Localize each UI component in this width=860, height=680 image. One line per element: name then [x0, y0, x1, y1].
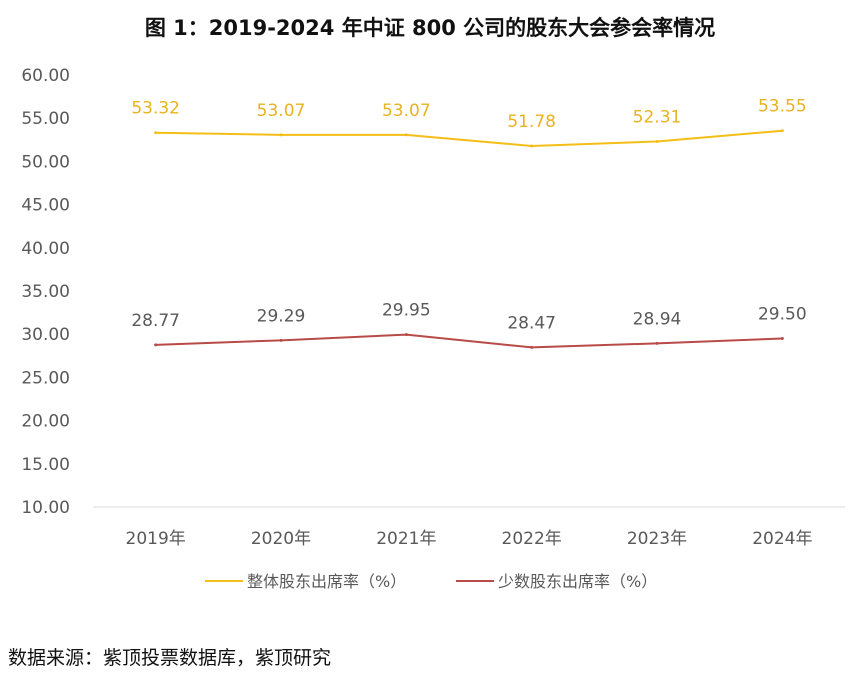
x-tick-label: 2021年 — [376, 529, 436, 549]
y-tick-label: 45.00 — [21, 196, 70, 216]
legend-label: 整体股东出席率（%） — [247, 572, 406, 591]
chart-title: 图 1：2019-2024 年中证 800 公司的股东大会参会率情况 — [144, 16, 716, 40]
data-point — [279, 338, 283, 342]
data-label: 28.77 — [131, 311, 180, 331]
y-axis: 10.00 15.00 20.00 25.00 30.00 35.00 40.00 45.00… — [21, 66, 70, 518]
y-tick-label: 10.00 — [21, 498, 70, 518]
series-line — [155, 333, 783, 349]
data-label: 53.07 — [382, 101, 431, 121]
data-point — [780, 129, 784, 133]
y-tick-label: 25.00 — [21, 368, 70, 388]
data-label: 53.32 — [131, 99, 180, 119]
y-tick-label: 55.00 — [21, 109, 70, 129]
y-tick-label: 35.00 — [21, 282, 70, 302]
y-tick-label: 20.00 — [21, 412, 70, 432]
data-point — [404, 333, 408, 337]
x-axis: 2019年 2020年 2021年 2022年 2023年 2024年 — [126, 529, 813, 549]
data-label: 29.50 — [758, 305, 807, 325]
y-tick-label: 15.00 — [21, 455, 70, 475]
y-tick-label: 40.00 — [21, 239, 70, 259]
data-point — [404, 133, 408, 137]
data-label: 52.31 — [633, 107, 682, 127]
series-layer: 53.32 53.07 53.07 51.78 52.31 53.55 28.77 29.29… — [131, 97, 807, 349]
data-point — [655, 341, 659, 345]
x-tick-label: 2020年 — [251, 529, 311, 549]
data-point — [655, 139, 659, 143]
data-label: 29.95 — [382, 301, 431, 321]
data-point — [154, 343, 158, 347]
series-line — [155, 129, 783, 148]
data-point — [279, 133, 283, 137]
x-tick-label: 2022年 — [502, 529, 562, 549]
x-tick-label: 2024年 — [752, 529, 812, 549]
data-label: 51.78 — [507, 112, 556, 132]
data-label: 53.55 — [758, 97, 807, 117]
y-tick-label: 30.00 — [21, 325, 70, 345]
data-label: 28.47 — [507, 313, 556, 333]
legend-label: 少数股东出席率（%） — [498, 572, 657, 591]
data-label: 28.94 — [633, 309, 682, 329]
data-point — [530, 345, 534, 349]
data-point — [154, 131, 158, 135]
legend: 整体股东出席率（%） 少数股东出席率（%） — [205, 572, 657, 591]
data-label: 53.07 — [257, 101, 306, 121]
y-tick-label: 60.00 — [21, 66, 70, 86]
x-tick-label: 2019年 — [126, 529, 186, 549]
y-tick-label: 50.00 — [21, 152, 70, 172]
x-tick-label: 2023年 — [627, 529, 687, 549]
source-note: 数据来源：紫顶投票数据库，紫顶研究 — [8, 647, 332, 669]
data-point — [780, 337, 784, 341]
data-point — [530, 144, 534, 148]
data-label: 29.29 — [257, 306, 306, 326]
